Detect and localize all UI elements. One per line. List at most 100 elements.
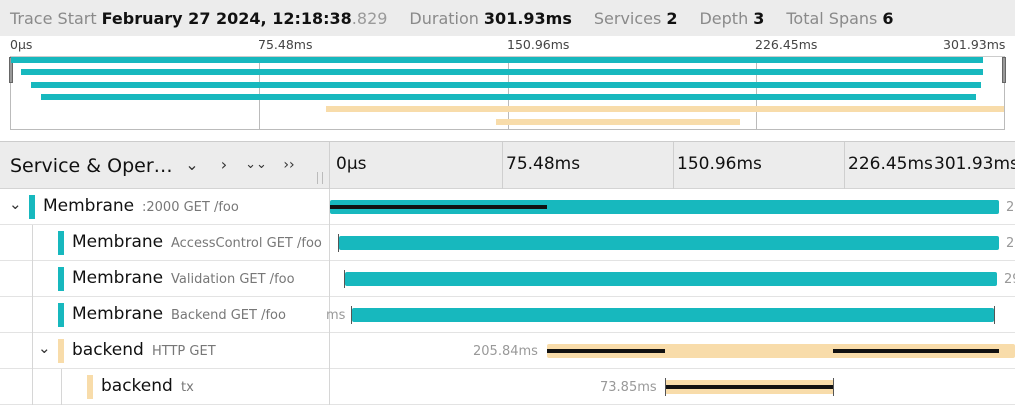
span-name-cell[interactable]: backend tx: [0, 369, 330, 405]
minimap-tick: 0µs: [10, 37, 33, 52]
chevron-down-icon[interactable]: ⌄: [38, 339, 51, 357]
service-color-strip: [58, 339, 64, 363]
minimap-gridline: [756, 57, 757, 129]
service-color-strip: [58, 303, 64, 327]
span-start-marker: [338, 234, 339, 252]
span-start-marker: [665, 378, 666, 396]
service-operation-title: Service & Oper…: [10, 154, 173, 177]
minimap-span-bar: [496, 119, 740, 125]
span-service-name: Membrane: [72, 232, 164, 252]
span-row[interactable]: backend tx 73.85ms: [0, 369, 1015, 405]
minimap-span-bar: [41, 94, 976, 100]
span-row[interactable]: ⌄ backend HTTP GET 205.84ms: [0, 333, 1015, 369]
span-duration-label: 205.84ms: [473, 344, 538, 359]
span-bar[interactable]: [339, 236, 999, 250]
trace-start-value: February 27 2024, 12:18:38.829: [102, 9, 388, 28]
total-spans-value: 6: [882, 8, 894, 28]
depth-value: 3: [753, 8, 765, 28]
tree-guide-line: [32, 369, 33, 405]
timeline-gridline: [844, 142, 845, 189]
chevron-down-icon[interactable]: ⌄: [9, 195, 22, 213]
tree-guide-line: [32, 297, 33, 333]
divider: [0, 141, 1015, 142]
duration-value: 301.93ms: [483, 8, 572, 28]
span-bar[interactable]: [547, 344, 1015, 358]
span-name-cell[interactable]: Membrane Validation GET /foo: [0, 261, 330, 297]
trace-start: Trace Start February 27 2024, 12:18:38.8…: [10, 9, 387, 28]
tree-guide-line: [61, 369, 62, 405]
span-duration-label: ms: [326, 308, 346, 323]
critical-path-segment: [665, 385, 834, 389]
minimap-tick: 75.48ms: [258, 37, 313, 52]
span-duration-label: 29: [1004, 272, 1015, 287]
timeline-gridline: [673, 142, 674, 189]
timeline-header: Service & Oper… ⌄ › ⌄⌄ ›› 0µs 75.48ms 15…: [0, 142, 1015, 189]
minimap-span-bar: [11, 57, 983, 63]
span-operation-name: Backend GET /foo: [171, 308, 286, 323]
span-row[interactable]: Membrane Backend GET /foo ms: [0, 297, 1015, 333]
expand-all-icon[interactable]: ››: [283, 157, 295, 173]
service-color-strip: [87, 375, 93, 399]
service-operation-header: Service & Oper… ⌄ › ⌄⌄ ››: [0, 142, 330, 189]
service-color-strip: [29, 195, 35, 219]
span-bar[interactable]: [352, 308, 994, 322]
duration-label: Duration: [409, 8, 479, 28]
span-bar[interactable]: [330, 200, 999, 214]
minimap-canvas[interactable]: [9, 56, 1006, 130]
span-row[interactable]: Membrane Validation GET /foo 29: [0, 261, 1015, 297]
resize-grip-icon[interactable]: [317, 172, 323, 184]
span-duration-label: 2: [1006, 200, 1015, 215]
span-start-marker: [344, 270, 345, 288]
span-duration-label: 73.85ms: [600, 380, 657, 395]
services-value: 2: [666, 8, 678, 28]
collapse-one-level-icon[interactable]: ⌄: [185, 155, 199, 174]
minimap-gridline: [259, 57, 260, 129]
tree-guide-line: [32, 261, 33, 297]
timeline-tick: 0µs: [336, 154, 367, 174]
tree-guide-line: [32, 333, 33, 369]
span-name-cell[interactable]: Membrane AccessControl GET /foo: [0, 225, 330, 261]
minimap-right-handle[interactable]: [1002, 57, 1006, 83]
span-operation-name: tx: [181, 380, 194, 395]
span-service-name: backend: [72, 340, 144, 360]
minimap-span-bar: [326, 106, 1004, 112]
depth-label: Depth: [699, 8, 749, 28]
timeline-tick: 150.96ms: [677, 154, 762, 174]
span-service-name: Membrane: [72, 304, 164, 324]
timeline-gridline: [502, 142, 503, 189]
trace-start-label: Trace Start: [10, 8, 97, 28]
collapse-all-icon[interactable]: ⌄⌄: [245, 157, 267, 172]
span-bar[interactable]: [345, 272, 997, 286]
span-end-marker: [994, 306, 995, 324]
total-spans: Total Spans 6: [786, 9, 893, 28]
span-name-cell[interactable]: Membrane Backend GET /foo: [0, 297, 330, 333]
minimap-tick: 150.96ms: [507, 37, 570, 52]
span-name-cell[interactable]: ⌄ Membrane :2000 GET /foo: [0, 189, 330, 225]
minimap-span-bar: [31, 82, 981, 88]
span-name-cell[interactable]: ⌄ backend HTTP GET: [0, 333, 330, 369]
trace-minimap[interactable]: 0µs 75.48ms 150.96ms 226.45ms 301.93ms: [0, 36, 1015, 142]
timeline-tick: 75.48ms: [506, 154, 581, 174]
depth: Depth 3: [699, 9, 764, 28]
span-service-name: backend: [101, 376, 173, 396]
timeline-tick: 301.93ms: [934, 154, 1015, 174]
span-service-name: Membrane: [43, 196, 135, 216]
critical-path-segment: [330, 205, 547, 209]
trace-summary: Trace Start February 27 2024, 12:18:38.8…: [0, 0, 1015, 36]
service-color-strip: [58, 267, 64, 291]
span-end-marker: [833, 378, 834, 396]
tree-guide-line: [32, 225, 33, 261]
span-row[interactable]: Membrane AccessControl GET /foo 2: [0, 225, 1015, 261]
span-operation-name: Validation GET /foo: [171, 272, 295, 287]
critical-path-segment: [833, 349, 999, 353]
trace-start-date: February 27 2024, 12:18:38: [101, 8, 352, 28]
timeline-tick: 226.45ms: [848, 154, 933, 174]
expand-one-level-icon[interactable]: ›: [220, 155, 228, 174]
minimap-span-bar: [21, 69, 983, 75]
service-color-strip: [58, 231, 64, 255]
span-duration-label: 2: [1006, 236, 1015, 251]
span-row[interactable]: ⌄ Membrane :2000 GET /foo 2: [0, 189, 1015, 225]
minimap-tick: 301.93ms: [943, 37, 1006, 52]
span-operation-name: HTTP GET: [152, 344, 216, 359]
services-label: Services: [593, 8, 662, 28]
